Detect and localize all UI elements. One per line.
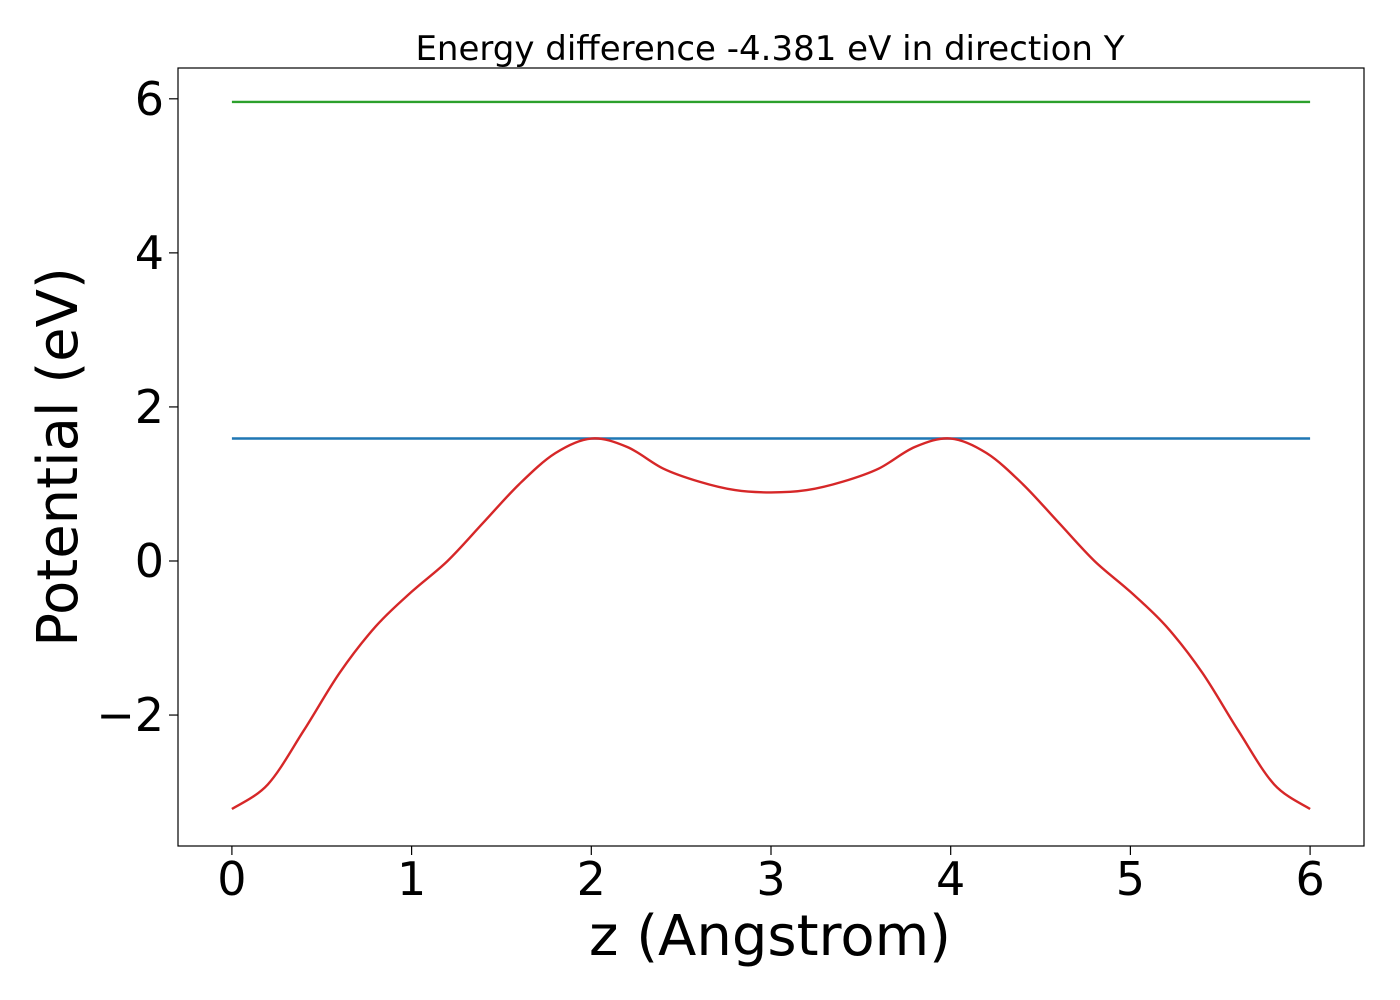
- x-axis-ticks: 0 1 2 3 4 5 6: [217, 846, 1325, 906]
- y-tick-label: 0: [135, 534, 164, 588]
- series-layer: [231, 100, 1311, 811]
- x-tick-label: 1: [397, 852, 426, 906]
- x-tick-label: 3: [756, 852, 785, 906]
- potential-curve: [231, 437, 1311, 811]
- x-tick-label: 0: [217, 852, 246, 906]
- y-axis-ticks: −2 0 2 4 6: [96, 72, 178, 742]
- y-tick-label: 6: [135, 72, 164, 126]
- x-tick-label: 2: [577, 852, 606, 906]
- chart-title: Energy difference -4.381 eV in direction…: [415, 29, 1124, 69]
- x-tick-label: 5: [1116, 852, 1145, 906]
- x-axis-label: z (Angstrom): [589, 904, 951, 969]
- y-tick-label: 4: [135, 226, 164, 280]
- y-tick-label: −2: [96, 688, 164, 742]
- y-tick-label: 2: [135, 380, 164, 434]
- x-tick-label: 4: [936, 852, 965, 906]
- x-tick-label: 6: [1295, 852, 1324, 906]
- plot-frame: [177, 67, 1365, 847]
- y-axis-label: Potential (eV): [26, 267, 91, 647]
